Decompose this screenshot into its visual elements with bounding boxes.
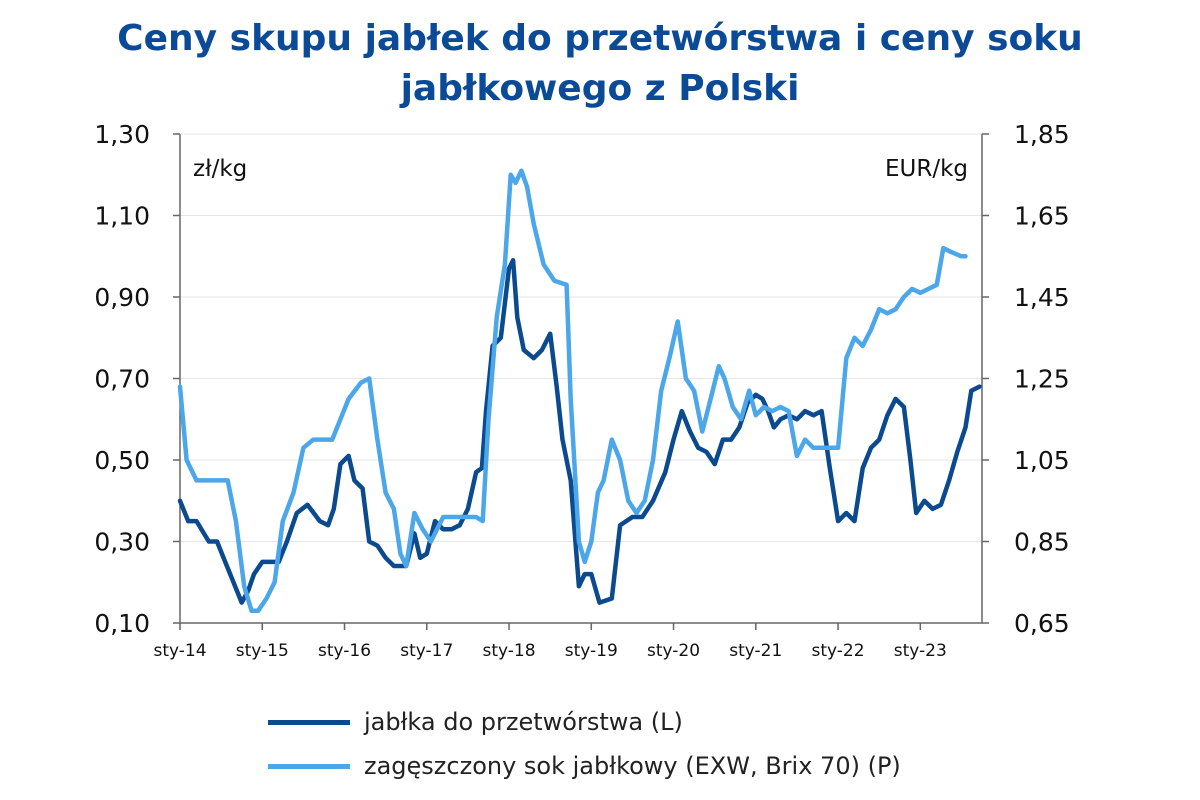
- left-axis-unit: zł/kg: [193, 156, 247, 182]
- chart-title-line-1: Ceny skupu jabłek do przetwórstwa i ceny…: [117, 18, 1083, 59]
- left-tick-label: 0,90: [94, 283, 150, 312]
- x-tick-label: sty-23: [894, 641, 947, 661]
- line-chart: 1,30 1,85 1,10 1,65 0,90 1,45 0,70 1,25 0,50 1,05…: [94, 120, 1069, 661]
- x-tick-label: sty-19: [565, 641, 618, 661]
- series-lines: [177, 168, 982, 614]
- legend-swatch-apples: [268, 719, 350, 725]
- right-tick-label: 1,05: [1014, 446, 1070, 475]
- legend-label-juice: zagęszczony sok jabłkowy (EXW, Brix 70) …: [364, 752, 901, 780]
- legend-label-apples: jabłka do przetwórstwa (L): [364, 708, 683, 736]
- left-tick-label: 0,50: [94, 446, 150, 475]
- right-tick-label: 1,45: [1014, 283, 1070, 312]
- legend-item-juice: zagęszczony sok jabłkowy (EXW, Brix 70) …: [268, 744, 901, 788]
- right-tick-label: 0,65: [1014, 609, 1070, 638]
- series-line-apples: [177, 258, 982, 605]
- left-tick-label: 1,30: [94, 120, 150, 149]
- chart-title-line-2: jabłkowego z Polski: [400, 68, 800, 109]
- left-tick-label: 0,10: [94, 609, 150, 638]
- legend: jabłka do przetwórstwa (L) zagęszczony s…: [268, 700, 901, 788]
- legend-swatch-juice: [268, 763, 350, 769]
- x-tick-label: sty-15: [236, 641, 289, 661]
- x-tick-label: sty-17: [400, 641, 453, 661]
- chart-title: Ceny skupu jabłek do przetwórstwa i ceny…: [0, 14, 1200, 114]
- x-tick-label: sty-18: [482, 641, 535, 661]
- right-tick-label: 1,65: [1014, 202, 1070, 231]
- x-tick-label: sty-21: [729, 641, 782, 661]
- right-tick-label: 1,25: [1014, 365, 1070, 394]
- x-tick-label: sty-22: [812, 641, 865, 661]
- left-tick-label: 1,10: [94, 202, 150, 231]
- x-tick-label: sty-14: [153, 641, 206, 661]
- right-axis-unit: EUR/kg: [885, 156, 968, 182]
- legend-item-apples: jabłka do przetwórstwa (L): [268, 700, 901, 744]
- series-line-juice: [177, 168, 968, 614]
- left-tick-label: 0,70: [94, 365, 150, 394]
- right-tick-label: 1,85: [1014, 120, 1070, 149]
- x-tick-label: sty-20: [647, 641, 700, 661]
- right-tick-label: 0,85: [1014, 528, 1070, 557]
- axes: 1,30 1,85 1,10 1,65 0,90 1,45 0,70 1,25 0,50 1,05…: [94, 120, 1069, 661]
- x-tick-label: sty-16: [318, 641, 371, 661]
- left-tick-label: 0,30: [94, 528, 150, 557]
